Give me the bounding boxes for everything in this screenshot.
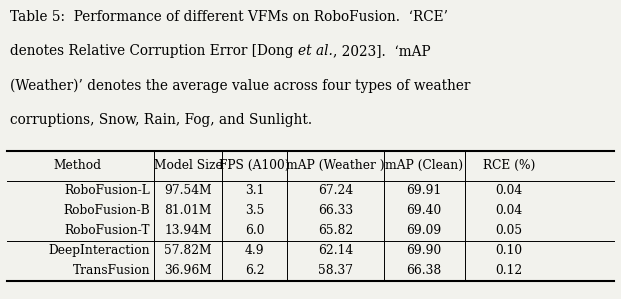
Text: 3.5: 3.5 — [245, 204, 265, 217]
Text: FPS (A100): FPS (A100) — [219, 159, 290, 173]
Text: DeepInteraction: DeepInteraction — [48, 244, 150, 257]
Text: 3.1: 3.1 — [245, 184, 265, 197]
Text: denotes Relative Corruption Error [Dong: denotes Relative Corruption Error [Dong — [10, 44, 298, 58]
Text: 0.04: 0.04 — [496, 184, 523, 197]
Text: 58.37: 58.37 — [318, 265, 353, 277]
Text: 65.82: 65.82 — [318, 224, 353, 237]
Text: 0.04: 0.04 — [496, 204, 523, 217]
Text: corruptions, Snow, Rain, Fog, and Sunlight.: corruptions, Snow, Rain, Fog, and Sunlig… — [10, 113, 312, 127]
Text: 0.05: 0.05 — [496, 224, 523, 237]
Text: 69.90: 69.90 — [407, 244, 442, 257]
Text: 57.82M: 57.82M — [165, 244, 212, 257]
Text: RoboFusion-L: RoboFusion-L — [65, 184, 150, 197]
Text: 97.54M: 97.54M — [165, 184, 212, 197]
Text: 66.38: 66.38 — [407, 265, 442, 277]
Text: TransFusion: TransFusion — [73, 265, 150, 277]
Text: 69.09: 69.09 — [407, 224, 442, 237]
Text: Table 5:  Performance of different VFMs on RoboFusion.  ‘RCE’: Table 5: Performance of different VFMs o… — [10, 10, 448, 24]
Text: 6.2: 6.2 — [245, 265, 265, 277]
Text: mAP (Clean): mAP (Clean) — [385, 159, 463, 173]
Text: , 2023].  ‘mAP: , 2023]. ‘mAP — [333, 44, 430, 58]
Text: Method: Method — [53, 159, 101, 173]
Text: 67.24: 67.24 — [318, 184, 353, 197]
Text: 4.9: 4.9 — [245, 244, 265, 257]
Text: et al.: et al. — [298, 44, 333, 58]
Text: 13.94M: 13.94M — [165, 224, 212, 237]
Text: Model Size: Model Size — [154, 159, 222, 173]
Text: 0.12: 0.12 — [496, 265, 523, 277]
Text: 81.01M: 81.01M — [165, 204, 212, 217]
Text: mAP (Weather ): mAP (Weather ) — [286, 159, 384, 173]
Text: RoboFusion-B: RoboFusion-B — [63, 204, 150, 217]
Text: 69.91: 69.91 — [407, 184, 442, 197]
Text: 66.33: 66.33 — [318, 204, 353, 217]
Text: 62.14: 62.14 — [318, 244, 353, 257]
Text: (Weather)’ denotes the average value across four types of weather: (Weather)’ denotes the average value acr… — [10, 78, 470, 93]
Text: 36.96M: 36.96M — [165, 265, 212, 277]
Text: 0.10: 0.10 — [496, 244, 523, 257]
Text: 69.40: 69.40 — [407, 204, 442, 217]
Text: 6.0: 6.0 — [245, 224, 265, 237]
Text: RCE (%): RCE (%) — [483, 159, 535, 173]
Text: RoboFusion-T: RoboFusion-T — [65, 224, 150, 237]
